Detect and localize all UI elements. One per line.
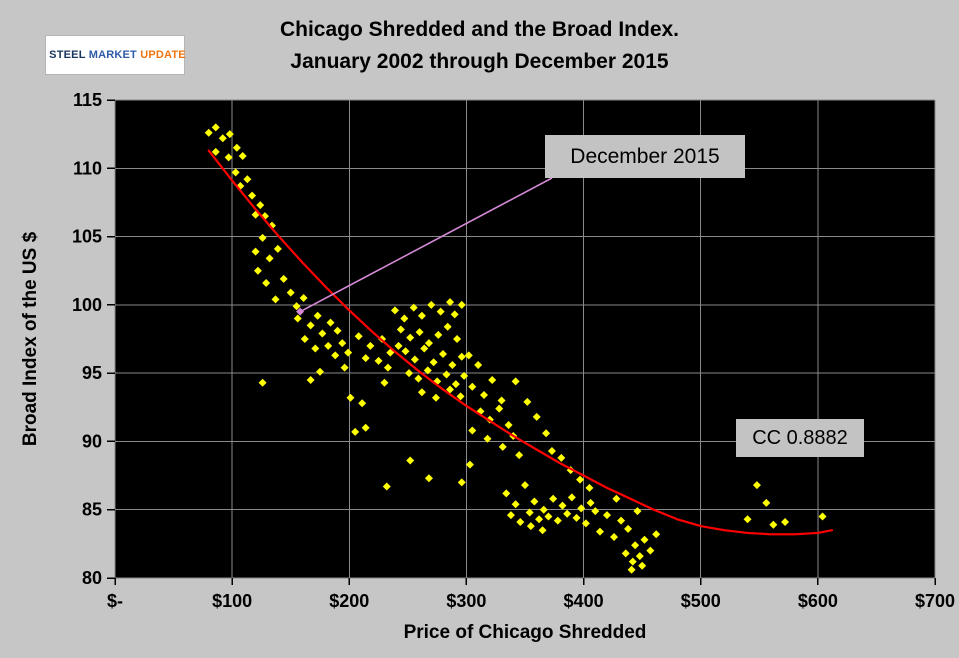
svg-text:$100: $100 <box>212 591 252 611</box>
trendline <box>207 149 834 536</box>
chart-title-line2: January 2002 through December 2015 <box>290 49 669 73</box>
y-tick-labels: 80 85 90 95 100 105 110 115 <box>72 90 102 588</box>
tick-marks <box>107 99 936 585</box>
logo-word-update: UPDATE <box>140 49 186 61</box>
svg-text:80: 80 <box>82 568 102 588</box>
svg-text:95: 95 <box>82 363 102 383</box>
svg-text:105: 105 <box>72 227 102 247</box>
svg-text:85: 85 <box>82 500 102 520</box>
x-axis-title: Price of Chicago Shredded <box>403 622 647 643</box>
svg-text:$500: $500 <box>681 591 721 611</box>
correlation-coefficient-label: CC 0.8882 <box>736 419 864 457</box>
plot-area <box>115 100 935 578</box>
chart-title-line1: Chicago Shredded and the Broad Index. <box>279 18 680 41</box>
cc-text: CC 0.8882 <box>752 426 848 449</box>
december-2015-callout: December 2015 <box>545 135 745 178</box>
svg-text:$-: $- <box>107 591 123 611</box>
logo-word-market: MARKET <box>88 49 137 61</box>
y-axis-title: Broad Index of the US $ <box>20 231 41 447</box>
svg-text:90: 90 <box>82 431 102 451</box>
chart-title: Chicago Shredded and the Broad Index. Ja… <box>0 14 959 77</box>
callout-text: December 2015 <box>570 144 720 168</box>
svg-text:115: 115 <box>73 90 102 110</box>
highlight-point <box>296 307 305 316</box>
svg-text:100: 100 <box>72 295 102 315</box>
svg-text:$600: $600 <box>798 591 838 611</box>
x-tick-labels: $- $100 $200 $300 $400 $500 $600 $700 <box>107 591 955 611</box>
scatter-points <box>204 123 827 574</box>
steel-market-update-logo: STEEL MARKET UPDATE <box>46 36 186 74</box>
svg-text:$200: $200 <box>329 591 369 611</box>
svg-text:$300: $300 <box>446 591 486 611</box>
svg-text:$400: $400 <box>564 591 604 611</box>
logo-word-steel: STEEL <box>49 49 86 61</box>
svg-text:110: 110 <box>73 158 102 178</box>
callout-line <box>299 177 553 313</box>
svg-text:$700: $700 <box>915 591 955 611</box>
smu-logo-text: STEEL MARKET UPDATE <box>49 49 186 61</box>
